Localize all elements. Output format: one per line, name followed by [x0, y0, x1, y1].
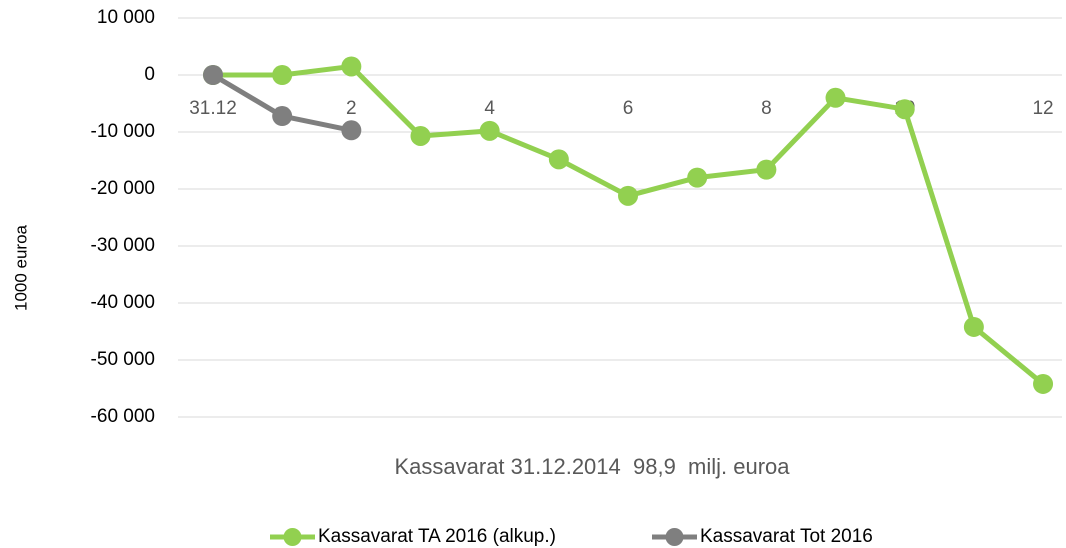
y-tick-label: -20 000: [91, 178, 155, 199]
y-tick-label: -30 000: [91, 235, 155, 256]
data-point: [272, 106, 293, 127]
x-tick-label: 4: [484, 98, 495, 119]
data-point: [825, 87, 846, 108]
y-tick-label: -40 000: [91, 292, 155, 313]
x-tick-label: 12: [1032, 98, 1053, 119]
x-tick-label: 31.12: [189, 98, 237, 119]
data-point: [548, 149, 569, 170]
data-point: [341, 120, 362, 141]
data-point: [410, 125, 431, 146]
y-tick-label: -50 000: [91, 349, 155, 370]
y-tick-label: -60 000: [91, 406, 155, 427]
data-point: [341, 56, 362, 77]
y-tick-label: 10 000: [97, 7, 155, 28]
data-point: [479, 120, 500, 141]
data-point: [203, 65, 223, 85]
annotation: Kassavarat 31.12.2014 98,9 milj. euroa: [394, 454, 790, 479]
data-point: [756, 159, 777, 180]
data-point: [1033, 373, 1054, 394]
data-point: [894, 99, 915, 120]
legend-label: Kassavarat TA 2016 (alkup.): [318, 526, 556, 547]
legend-marker: [665, 528, 684, 546]
legend-marker: [283, 528, 302, 546]
x-tick-label: 2: [346, 98, 357, 119]
y-tick-label: 0: [144, 64, 155, 85]
data-point: [618, 185, 639, 206]
y-axis-label: 1000 euroa: [11, 224, 30, 311]
x-tick-label: 6: [623, 98, 634, 119]
legend-label: Kassavarat Tot 2016: [700, 526, 873, 547]
x-tick-label: 8: [761, 98, 772, 119]
data-point: [272, 65, 293, 85]
data-point: [687, 167, 708, 188]
y-tick-label: -10 000: [91, 121, 155, 142]
data-point: [963, 316, 984, 337]
